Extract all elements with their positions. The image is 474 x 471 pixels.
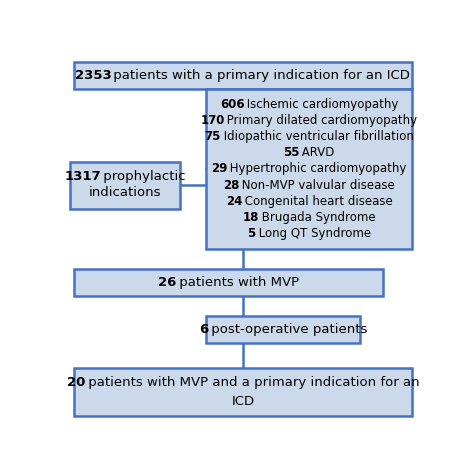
Text: 28: 28	[223, 179, 238, 192]
Text: post-operative patients: post-operative patients	[207, 323, 368, 336]
Text: 606: 606	[220, 98, 243, 111]
Text: 18 Brugada Syndrome: 18 Brugada Syndrome	[243, 211, 375, 224]
Text: 55: 55	[283, 146, 298, 159]
Text: 20 patients with MVP and a primary indication for an: 20 patients with MVP and a primary indic…	[67, 376, 419, 390]
FancyBboxPatch shape	[206, 89, 412, 249]
Text: 6: 6	[199, 323, 207, 336]
Text: Brugada Syndrome: Brugada Syndrome	[258, 211, 375, 224]
Text: 20: 20	[67, 376, 83, 390]
FancyBboxPatch shape	[74, 62, 412, 89]
Text: ICD: ICD	[231, 395, 255, 407]
FancyBboxPatch shape	[206, 316, 360, 343]
Text: 24: 24	[226, 195, 241, 208]
Text: 28 Non-MVP valvular disease: 28 Non-MVP valvular disease	[223, 179, 395, 192]
Text: Idiopathic ventricular fibrillation: Idiopathic ventricular fibrillation	[219, 130, 413, 143]
FancyBboxPatch shape	[70, 162, 181, 209]
Text: 606: 606	[220, 98, 245, 111]
Text: prophylactic: prophylactic	[99, 170, 186, 183]
Text: indications: indications	[89, 186, 162, 199]
Text: 28: 28	[223, 179, 240, 192]
FancyBboxPatch shape	[74, 368, 412, 415]
Text: 75: 75	[205, 130, 219, 143]
Text: 75: 75	[205, 130, 221, 143]
Text: 170: 170	[201, 114, 223, 127]
Text: 606 Ischemic cardiomyopathy: 606 Ischemic cardiomyopathy	[220, 98, 398, 111]
Text: 55 ARVD: 55 ARVD	[283, 146, 335, 159]
Text: 26: 26	[158, 276, 176, 289]
Text: 29: 29	[211, 162, 227, 176]
Text: 75 Idiopathic ventricular fibrillation: 75 Idiopathic ventricular fibrillation	[205, 130, 413, 143]
Text: ARVD: ARVD	[298, 146, 335, 159]
Text: patients with MVP: patients with MVP	[174, 276, 299, 289]
Text: 24: 24	[226, 195, 242, 208]
Text: Ischemic cardiomyopathy: Ischemic cardiomyopathy	[243, 98, 398, 111]
Text: 170: 170	[201, 114, 225, 127]
Text: 18: 18	[243, 211, 258, 224]
Text: patients with MVP and a primary indication for an: patients with MVP and a primary indicati…	[83, 376, 419, 390]
Text: 5: 5	[247, 227, 255, 240]
Text: 55: 55	[283, 146, 300, 159]
Text: 29: 29	[211, 162, 228, 176]
Text: 6 post-operative patients: 6 post-operative patients	[199, 323, 368, 336]
Text: 26 patients with MVP: 26 patients with MVP	[158, 276, 299, 289]
Text: 24 Congenital heart disease: 24 Congenital heart disease	[226, 195, 392, 208]
Text: 2353: 2353	[75, 69, 109, 82]
Text: Congenital heart disease: Congenital heart disease	[241, 195, 392, 208]
Text: 5 Long QT Syndrome: 5 Long QT Syndrome	[247, 227, 371, 240]
FancyBboxPatch shape	[74, 268, 383, 296]
Text: 1317: 1317	[65, 170, 99, 183]
Text: 20: 20	[67, 376, 85, 390]
Text: Primary dilated cardiomyopathy: Primary dilated cardiomyopathy	[223, 114, 417, 127]
Text: Hypertrophic cardiomyopathy: Hypertrophic cardiomyopathy	[227, 162, 407, 176]
Text: 26: 26	[158, 276, 174, 289]
Text: Non-MVP valvular disease: Non-MVP valvular disease	[238, 179, 395, 192]
Text: 6: 6	[199, 323, 208, 336]
Text: 29 Hypertrophic cardiomyopathy: 29 Hypertrophic cardiomyopathy	[211, 162, 407, 176]
Text: 18: 18	[243, 211, 259, 224]
Text: 2353 patients with a primary indication for an ICD: 2353 patients with a primary indication …	[75, 69, 410, 82]
Text: 1317 prophylactic: 1317 prophylactic	[65, 170, 186, 183]
Text: 1317: 1317	[65, 170, 102, 183]
Text: Long QT Syndrome: Long QT Syndrome	[255, 227, 371, 240]
Text: 170 Primary dilated cardiomyopathy: 170 Primary dilated cardiomyopathy	[201, 114, 417, 127]
Text: 5: 5	[247, 227, 255, 240]
Text: 2353: 2353	[75, 69, 112, 82]
Text: patients with a primary indication for an ICD: patients with a primary indication for a…	[109, 69, 410, 82]
